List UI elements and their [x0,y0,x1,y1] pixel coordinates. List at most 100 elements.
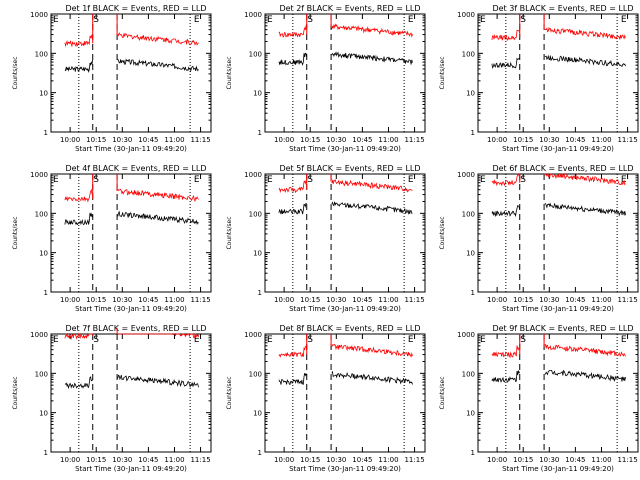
x-tick-label: 10:45 [352,456,372,464]
x-tick-label: 10:30 [112,136,132,144]
y-axis-label: Counts/sec [12,56,19,89]
marker-label-e: E [267,335,273,345]
series-line [64,376,93,390]
x-tick-label: 10:00 [60,136,80,144]
chart-title: Det 1f BLACK = Events, RED = LLD [65,4,206,13]
x-tick-label: 10:00 [274,136,294,144]
marker-label-e: E [480,15,486,25]
series-line [278,202,307,215]
plot-frame [264,13,426,133]
y-tick-label: 100 [249,370,262,378]
y-tick-label: 10 [466,250,475,258]
series-line [491,57,520,69]
x-tick-label: 11:00 [378,296,398,304]
x-tick-label: 10:15 [513,296,533,304]
marker-label-e: E [267,15,273,25]
plot-frame [477,173,639,293]
chart-title: Det 4f BLACK = Events, RED = LLD [65,164,206,173]
marker-label-s: S [93,15,99,25]
x-tick-label: 10:45 [565,296,585,304]
marker-label-s: S [307,335,313,345]
y-tick-label: 1 [258,289,262,297]
x-tick-label: 10:30 [112,456,132,464]
y-tick-label: 1000 [244,171,262,179]
series-line [278,179,308,194]
y-tick-label: 1 [471,449,475,457]
x-tick-label: 11:15 [404,456,424,464]
x-tick-label: 11:15 [190,136,210,144]
y-tick-label: 100 [249,210,262,218]
plot-frame [50,13,212,133]
x-tick-label: 10:15 [86,296,106,304]
plot-frame [264,173,426,293]
x-tick-label: 10:00 [60,456,80,464]
x-tick-label: 10:00 [487,296,507,304]
series-line [117,188,199,203]
series-line [331,23,413,38]
x-tick-label: 10:00 [487,136,507,144]
y-tick-label: 10 [466,90,475,98]
y-axis-label: Counts/sec [226,376,233,409]
y-tick-label: 1 [44,449,48,457]
series-line [278,52,308,66]
y-tick-label: 1 [471,289,475,297]
series-line [278,25,307,38]
x-tick-label: 11:00 [591,456,611,464]
y-tick-label: 10 [466,410,475,418]
y-tick-label: 100 [35,370,48,378]
y-axis-label: Counts/sec [12,216,19,249]
y-axis-label: Counts/sec [439,376,446,409]
detector-panel-2: Det 2f BLACK = Events, RED = LLD 1 10 100 10… [226,4,426,153]
x-tick-label: 10:00 [274,296,294,304]
chart-title: Det 6f BLACK = Events, RED = LLD [492,164,633,173]
x-tick-label: 10:15 [300,296,320,304]
x-tick-label: 10:15 [86,456,106,464]
y-tick-label: 1000 [30,171,48,179]
y-axis-label: Counts/sec [439,56,446,89]
y-tick-label: 100 [35,210,48,218]
series-line [331,179,413,193]
marker-label-s: S [307,175,313,185]
marker-label-e: E [53,175,59,185]
y-tick-label: 1 [44,289,48,297]
y-tick-label: 1000 [457,11,475,19]
marker-label-e: E [194,15,200,25]
marker-label-s: S [93,175,99,185]
plot-frame [477,13,639,133]
x-tick-label: 10:30 [112,296,132,304]
y-tick-label: 1 [44,129,48,137]
detector-panel-7: Det 7f BLACK = Events, RED = LLD 1 10 100 10… [12,324,212,473]
detector-panel-1: Det 1f BLACK = Events, RED = LLD 1 10 100 10… [12,4,212,153]
series-line [117,374,199,389]
y-axis-label: Counts/sec [12,376,19,409]
y-tick-label: 100 [462,210,475,218]
x-tick-label: 11:00 [591,296,611,304]
series-line [64,59,94,74]
series-line [117,32,199,46]
x-tick-label: 10:15 [86,136,106,144]
y-tick-label: 100 [35,50,48,58]
x-tick-label: 10:45 [138,456,158,464]
x-tick-label: 10:15 [513,456,533,464]
x-tick-label: 10:30 [539,296,559,304]
y-tick-label: 1000 [457,171,475,179]
series-line [64,332,93,341]
series-line [544,202,626,217]
y-tick-label: 10 [39,250,48,258]
series-line [491,345,520,359]
x-axis-label: Start Time (30-Jan-11 09:49:20) [75,305,187,313]
series-line [544,173,626,186]
x-tick-label: 10:45 [352,136,372,144]
marker-label-s: S [307,15,313,25]
detector-panel-6: Det 6f BLACK = Events, RED = LLD 1 10 100 10… [439,164,639,313]
marker-label-e: E [194,335,200,345]
x-tick-label: 11:15 [404,136,424,144]
marker-label-e: E [194,175,200,185]
y-axis-label: Counts/sec [439,216,446,249]
y-tick-label: 1000 [457,331,475,339]
marker-label-s: S [520,175,526,185]
series-line [64,34,94,48]
x-tick-label: 11:00 [164,296,184,304]
y-axis-label: Counts/sec [226,216,233,249]
